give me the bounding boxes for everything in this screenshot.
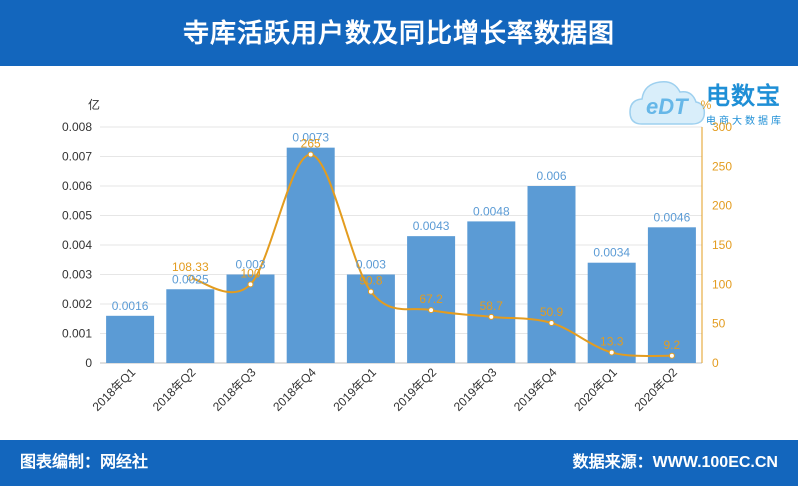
x-tick-label: 2018年Q4	[270, 365, 319, 414]
bar-data-label: 0.0034	[593, 246, 630, 260]
bar-data-label: 0.0025	[172, 272, 209, 286]
growth-data-label: 100	[240, 266, 260, 280]
logo-edt-text: eDT	[646, 94, 688, 119]
bar	[467, 221, 516, 363]
y2-tick-label: 200	[712, 199, 732, 213]
bar-data-label: 0.003	[235, 258, 265, 272]
y2-tick-label: 50	[712, 317, 726, 331]
y-tick-label: 0.007	[62, 150, 92, 164]
page-title: 寺库活跃用户数及同比增长率数据图	[182, 18, 615, 48]
bar	[407, 236, 456, 363]
bar	[286, 147, 335, 363]
logo: eDT 电数宝 电商大数据库	[628, 72, 793, 136]
bar-data-label: 0.0073	[292, 131, 329, 145]
growth-point	[367, 288, 374, 295]
y-axis-label: 亿	[88, 97, 100, 112]
cloud-icon	[629, 80, 706, 125]
y-tick-label: 0.004	[62, 238, 92, 252]
y-tick-label: 0.003	[62, 268, 92, 282]
growth-line	[190, 153, 672, 357]
bar-data-label: 0.0048	[473, 204, 510, 218]
bar	[226, 274, 275, 363]
y2-tick-label: 250	[712, 159, 732, 173]
bar-data-label: 0.0043	[413, 219, 450, 233]
y-tick-label: 0	[85, 356, 92, 370]
bar	[527, 186, 576, 363]
growth-data-label: 9.2	[664, 338, 681, 352]
x-tick-label: 2019年Q1	[330, 365, 379, 414]
growth-point	[488, 313, 495, 320]
footer-bar: 图表编制：网经社 数据来源：WWW.100EC.CN	[0, 440, 798, 486]
footer-source: 数据来源：WWW.100EC.CN	[572, 454, 778, 471]
growth-point	[608, 349, 615, 356]
y-tick-label: 0.008	[62, 120, 92, 134]
bar-data-label: 0.003	[356, 258, 386, 272]
y2-tick-label: 100	[712, 277, 732, 291]
footer-credit: 图表编制：网经社	[20, 454, 149, 471]
y2-tick-label: 300	[712, 120, 732, 134]
growth-data-label: 13.3	[600, 335, 624, 349]
bar	[647, 227, 696, 363]
y2-tick-label: 150	[712, 238, 732, 252]
logo-sub-text: 电商大数据库	[706, 116, 784, 127]
growth-data-label: 265	[301, 137, 321, 151]
bar-data-label: 0.0046	[654, 210, 691, 224]
y2-axis-label: %	[701, 98, 712, 112]
x-tick-label: 2018年Q1	[90, 365, 139, 414]
x-tick-label: 2018年Q3	[210, 365, 259, 414]
growth-point	[307, 151, 314, 158]
growth-data-label: 50.9	[540, 305, 564, 319]
bar	[106, 315, 155, 363]
bar-data-label: 0.0016	[112, 299, 149, 313]
x-tick-label: 2019年Q2	[391, 365, 440, 414]
growth-data-label: 108.33	[172, 260, 209, 274]
y-tick-label: 0.002	[62, 297, 92, 311]
growth-point	[247, 281, 254, 288]
growth-data-label: 58.7	[480, 299, 504, 313]
x-tick-label: 2020年Q1	[571, 365, 620, 414]
logo-main-text: 电数宝	[706, 83, 781, 110]
bar-data-label: 0.006	[536, 169, 566, 183]
x-tick-label: 2019年Q4	[511, 365, 560, 414]
growth-data-label: 67.2	[419, 292, 443, 306]
y-tick-label: 0.006	[62, 179, 92, 193]
growth-point	[187, 274, 194, 281]
growth-point	[428, 307, 435, 314]
x-tick-label: 2019年Q3	[451, 365, 500, 414]
bar	[166, 289, 215, 363]
x-tick-label: 2018年Q2	[150, 365, 199, 414]
y-tick-label: 0.005	[62, 209, 92, 223]
growth-point	[668, 352, 675, 359]
x-tick-label: 2020年Q2	[631, 365, 680, 414]
growth-point	[548, 319, 555, 326]
y-tick-label: 0.001	[62, 327, 92, 341]
y2-tick-label: 0	[712, 356, 719, 370]
header-bar: 寺库活跃用户数及同比增长率数据图	[0, 0, 798, 66]
growth-data-label: 90.8	[359, 274, 383, 288]
bar	[346, 274, 395, 363]
